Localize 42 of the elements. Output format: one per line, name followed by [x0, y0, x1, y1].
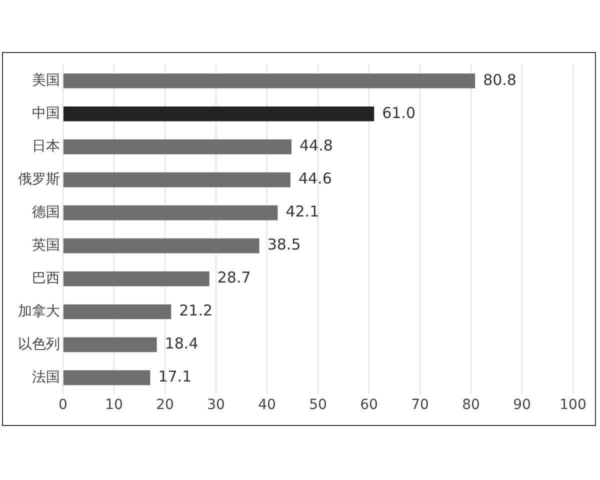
x-tick-label: 90	[513, 397, 531, 414]
x-tick-label: 80	[462, 397, 480, 414]
x-tick-label: 70	[411, 397, 429, 414]
bar	[64, 205, 278, 220]
data-label: 18.4	[164, 334, 198, 353]
y-tick-label: 中国	[32, 106, 60, 122]
y-tick-label: 俄罗斯	[18, 171, 60, 188]
data-label: 38.5	[267, 236, 301, 254]
data-label: 42.1	[286, 202, 320, 221]
y-tick-label: 巴西	[32, 270, 60, 286]
bar	[64, 238, 260, 254]
bar	[64, 172, 290, 188]
x-tick-label: 60	[360, 397, 378, 414]
x-tick-label: 0	[58, 397, 68, 414]
x-tick-label: 30	[207, 397, 225, 414]
bar	[64, 370, 150, 386]
y-tick-label: 德国	[32, 204, 60, 220]
y-tick-label: 加拿大	[18, 303, 60, 320]
y-tick-label: 美国	[32, 72, 60, 89]
bar	[64, 271, 210, 286]
bar	[64, 139, 292, 154]
bar	[64, 73, 476, 88]
x-tick-label: 20	[156, 397, 174, 414]
plot-frame: 0 10 20 30 40 50 60 70 80 90 100 美国 中国 日本 俄罗斯 德国 英国 巴西 加拿大 以色列 法国 80.8 61.0 44.8 44.6 42.1 38.5 28.7 21.2 18.4 17.1	[2, 52, 596, 426]
x-tick-label: 100	[560, 397, 586, 414]
y-tick-label: 英国	[32, 237, 60, 254]
data-label: 44.6	[298, 170, 332, 188]
bar	[64, 337, 157, 352]
data-label: 80.8	[483, 70, 516, 89]
bar	[64, 106, 374, 122]
y-tick-label: 日本	[32, 138, 60, 154]
y-tick-label: 以色列	[18, 336, 60, 352]
data-label: 28.7	[217, 268, 251, 287]
data-label: 61.0	[382, 104, 416, 122]
data-label: 21.2	[179, 302, 213, 320]
x-tick-label: 40	[258, 397, 276, 414]
x-tick-label: 50	[309, 397, 327, 414]
data-label: 44.8	[299, 136, 333, 155]
bar	[64, 304, 172, 320]
y-tick-label: 法国	[32, 369, 60, 386]
data-label: 17.1	[158, 368, 192, 386]
x-tick-label: 10	[105, 397, 123, 414]
